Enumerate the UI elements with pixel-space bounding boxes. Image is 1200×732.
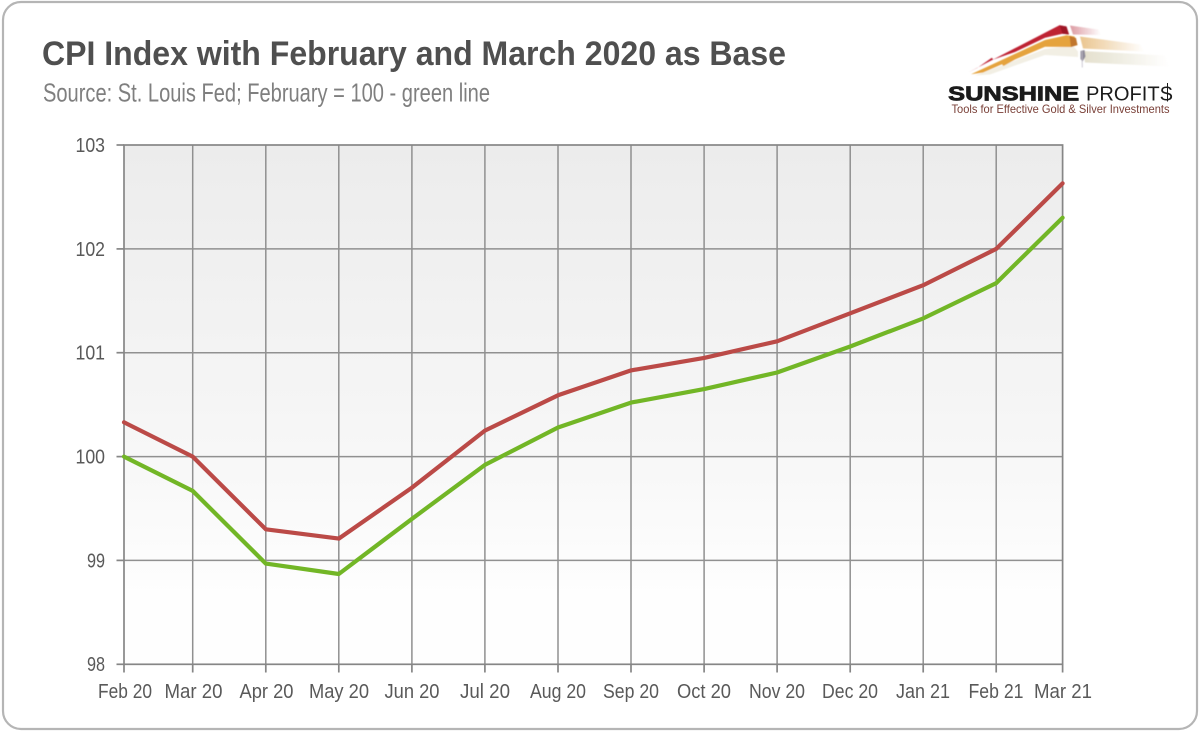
svg-text:Jan 21: Jan 21 <box>896 681 950 703</box>
svg-text:Mar 21: Mar 21 <box>1034 681 1092 703</box>
svg-text:Dec 20: Dec 20 <box>822 681 878 703</box>
svg-text:103: 103 <box>76 135 106 157</box>
svg-text:May 20: May 20 <box>309 681 369 703</box>
svg-text:Mar 20: Mar 20 <box>165 681 223 703</box>
svg-text:SUNSHINE: SUNSHINE <box>948 83 1079 105</box>
svg-text:99: 99 <box>87 550 105 572</box>
svg-text:Feb 20: Feb 20 <box>98 681 152 703</box>
svg-text:101: 101 <box>76 343 106 365</box>
svg-text:Tools for Effective Gold & Sil: Tools for Effective Gold & Silver Invest… <box>952 102 1170 116</box>
svg-text:Oct 20: Oct 20 <box>677 681 731 703</box>
svg-text:98: 98 <box>87 654 105 676</box>
svg-text:Source: St. Louis Fed; Februar: Source: St. Louis Fed; February = 100 - … <box>43 78 490 108</box>
svg-text:CPI Index with February and Ma: CPI Index with February and March 2020 a… <box>42 35 786 73</box>
svg-text:Apr 20: Apr 20 <box>240 681 294 703</box>
svg-text:102: 102 <box>76 239 106 261</box>
svg-text:Feb 21: Feb 21 <box>969 681 1024 703</box>
svg-text:100: 100 <box>76 447 106 469</box>
svg-text:Aug 20: Aug 20 <box>530 681 586 703</box>
svg-text:Sep 20: Sep 20 <box>603 681 659 703</box>
svg-text:Jul 20: Jul 20 <box>460 681 510 703</box>
svg-text:Jun 20: Jun 20 <box>385 681 440 703</box>
svg-text:PROFITS: PROFITS <box>1086 83 1173 105</box>
svg-text:Nov 20: Nov 20 <box>749 681 805 703</box>
